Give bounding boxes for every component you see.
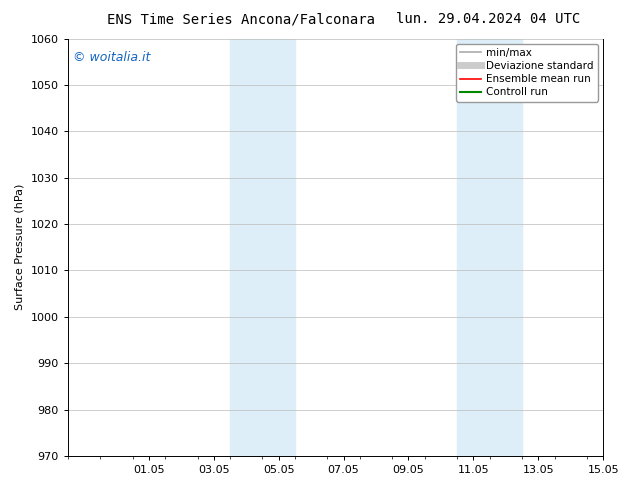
Y-axis label: Surface Pressure (hPa): Surface Pressure (hPa) xyxy=(15,184,25,311)
Text: lun. 29.04.2024 04 UTC: lun. 29.04.2024 04 UTC xyxy=(396,12,580,26)
Legend: min/max, Deviazione standard, Ensemble mean run, Controll run: min/max, Deviazione standard, Ensemble m… xyxy=(456,44,598,101)
Text: ENS Time Series Ancona/Falconara: ENS Time Series Ancona/Falconara xyxy=(107,12,375,26)
Bar xyxy=(230,39,295,456)
Text: © woitalia.it: © woitalia.it xyxy=(73,51,150,64)
Bar xyxy=(457,39,522,456)
